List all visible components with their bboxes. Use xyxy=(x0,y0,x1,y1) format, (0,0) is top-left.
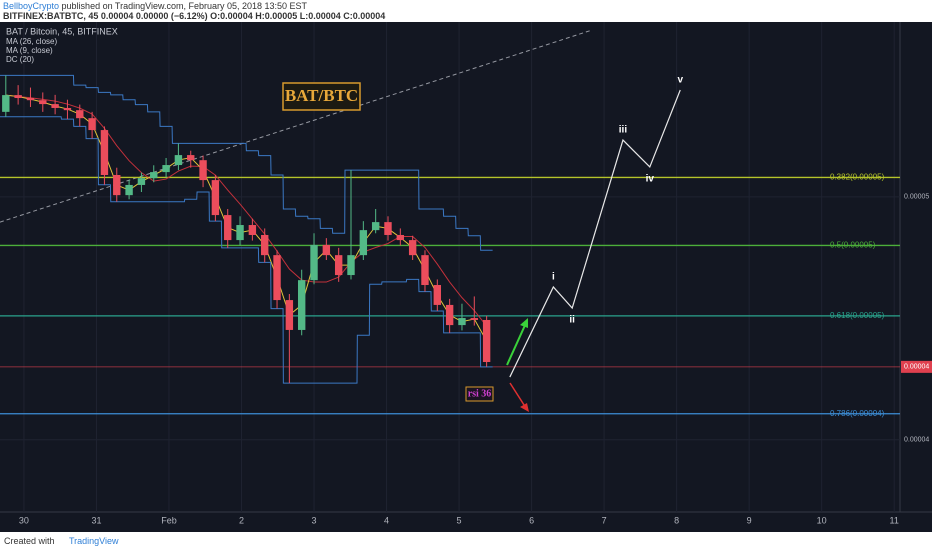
published-line: BellboyCrypto published on TradingView.c… xyxy=(3,1,307,11)
candle-body xyxy=(310,244,318,281)
candle-body xyxy=(187,155,195,161)
y-tick-label: 0.00004 xyxy=(904,437,929,444)
candle-body xyxy=(137,178,146,185)
x-tick-label: Feb xyxy=(161,515,177,525)
created-with: Created with xyxy=(4,536,55,546)
candle-body xyxy=(273,255,281,301)
candle-body xyxy=(347,255,355,276)
arrow-shaft xyxy=(506,322,527,366)
candle-body xyxy=(125,184,133,196)
brand[interactable]: TradingView xyxy=(69,536,119,546)
x-tick-label: 7 xyxy=(602,515,607,525)
symbol-line: BITFINEX:BATBTC, 45 0.00004 0.00000 (−6.… xyxy=(3,11,386,21)
wave-label: iii xyxy=(619,125,628,136)
arrow-head xyxy=(520,318,528,328)
last-price-label: 0.00004 xyxy=(904,364,929,371)
header: BellboyCrypto published on TradingView.c… xyxy=(0,0,932,22)
fib-label: 0.618(0.00005) xyxy=(830,311,885,320)
candle-body xyxy=(2,95,10,112)
x-tick-label: 11 xyxy=(890,515,899,525)
red-arrow xyxy=(509,382,529,412)
x-tick-label: 2 xyxy=(239,515,244,525)
candle-body xyxy=(39,100,47,105)
fib-label: 0.786(0.00004) xyxy=(830,409,885,418)
candle-body xyxy=(51,104,59,108)
x-tick-label: 8 xyxy=(674,515,679,525)
rsi-annotation: rsi 36 xyxy=(468,388,492,399)
arrow-shaft xyxy=(509,382,527,409)
author[interactable]: BellboyCrypto xyxy=(3,1,60,11)
candle-body xyxy=(162,165,170,173)
candle-body xyxy=(199,160,207,181)
x-tick-label: 6 xyxy=(529,515,534,525)
legend-entry: MA (9, close) xyxy=(6,46,53,55)
moving-average xyxy=(5,94,488,342)
wave-label: v xyxy=(677,75,683,86)
candle-body xyxy=(396,234,405,241)
candle-body xyxy=(63,107,72,111)
candle-body xyxy=(150,172,158,179)
wave-label: ii xyxy=(569,315,575,326)
candle-body xyxy=(297,280,306,330)
candle-body xyxy=(334,255,343,276)
rsi-box xyxy=(465,386,494,402)
chart-background xyxy=(0,22,932,532)
x-tick-label: 9 xyxy=(747,515,752,525)
pair-annotation: BAT/BTC xyxy=(285,86,358,105)
candle-body xyxy=(113,175,121,196)
candle-body xyxy=(88,118,96,131)
donchian-lower xyxy=(0,116,493,384)
x-tick-label: 4 xyxy=(384,515,389,525)
candle-body xyxy=(261,234,269,256)
wave-label: iv xyxy=(646,174,655,185)
candle-body xyxy=(236,225,244,241)
footer: Created with TradingView xyxy=(0,532,932,550)
trend-line xyxy=(0,29,593,223)
candle-body xyxy=(14,95,22,99)
candle-body xyxy=(408,240,417,256)
moving-average xyxy=(5,94,488,327)
candle-body xyxy=(458,318,466,326)
candle-body xyxy=(359,230,368,256)
candle-body xyxy=(482,319,491,362)
fib-label: 0.5(0.00005) xyxy=(830,241,876,250)
candle-body xyxy=(285,300,294,330)
candle-body xyxy=(224,215,232,241)
published: published on TradingView.com, February 0… xyxy=(61,1,308,11)
arrow-head xyxy=(520,403,529,412)
candle-body xyxy=(371,222,380,231)
wave-path xyxy=(509,89,681,378)
legend-entry: MA (26, close) xyxy=(6,37,57,46)
x-tick-label: 5 xyxy=(457,515,462,525)
last-price-tag xyxy=(901,360,932,373)
x-tick-label: 30 xyxy=(19,515,29,525)
green-arrow xyxy=(506,318,528,366)
candle-body xyxy=(322,244,331,256)
candle-body xyxy=(26,98,35,101)
candle-body xyxy=(384,222,392,235)
pair-box xyxy=(282,82,361,111)
legend: BAT / Bitcoin, 45, BITFINEX MA (26, clos… xyxy=(6,26,118,64)
candle-body xyxy=(421,255,429,286)
candle-body xyxy=(211,180,220,216)
candle-body xyxy=(76,110,84,119)
candle-body xyxy=(100,130,109,175)
x-tick-label: 31 xyxy=(91,515,101,525)
donchian-upper xyxy=(0,74,493,251)
x-tick-label: 3 xyxy=(312,515,317,525)
legend-symbol: BAT / Bitcoin, 45, BITFINEX xyxy=(6,26,118,36)
wave-label: i xyxy=(552,272,555,283)
candle-body xyxy=(174,155,183,166)
x-tick-label: 10 xyxy=(817,515,827,525)
legend-entry: DC (20) xyxy=(6,55,34,64)
candle-body xyxy=(433,285,442,305)
candle-body xyxy=(248,225,257,235)
candle-body xyxy=(445,304,454,326)
chart: 30 31 Feb 2 3 4 5 6 7 8 9 10 11 0.00005 0.00004 0.382(0… xyxy=(0,22,932,532)
y-tick-label: 0.00005 xyxy=(904,194,929,201)
fib-label: 0.382(0.00005) xyxy=(830,173,885,182)
candle-body xyxy=(470,318,478,320)
